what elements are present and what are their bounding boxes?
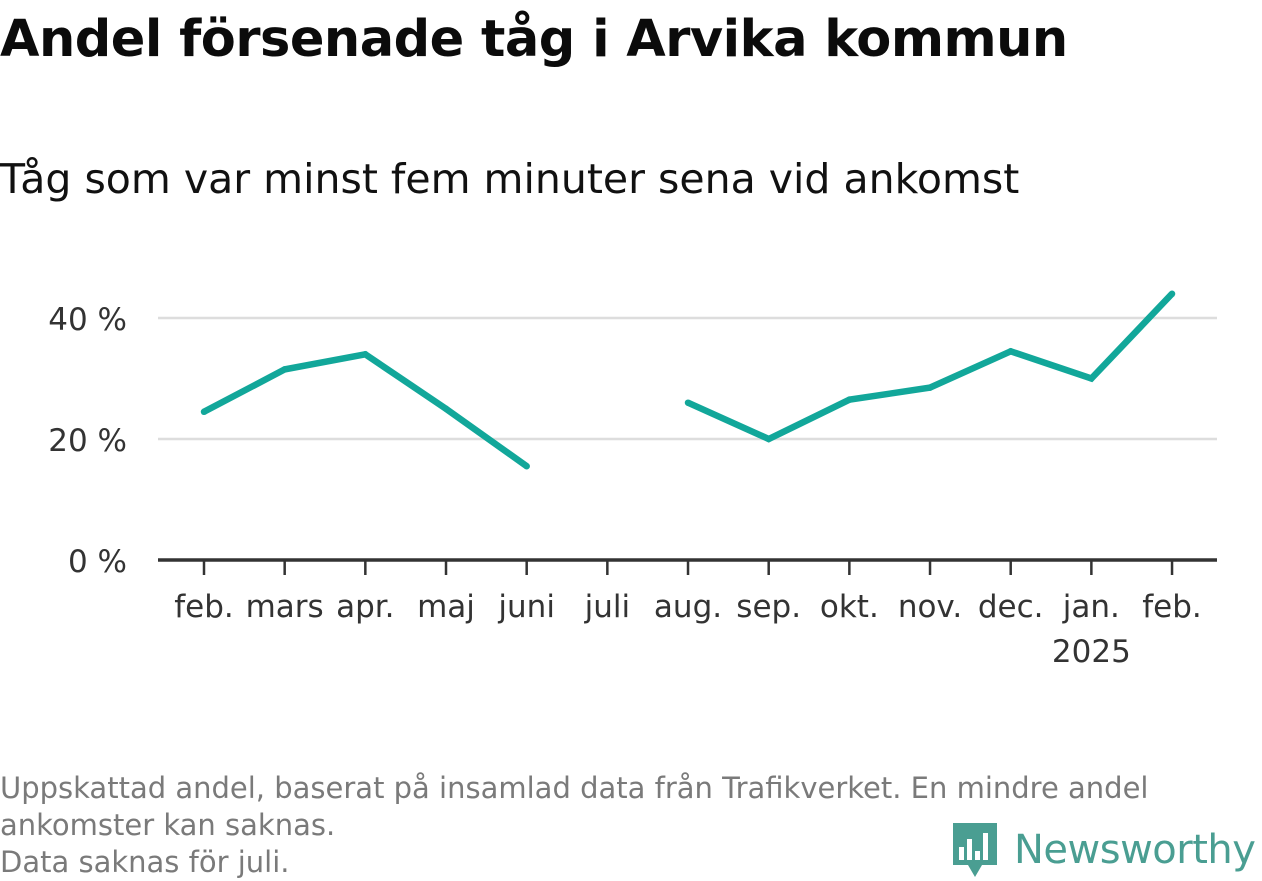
x-tick-label: feb. xyxy=(174,589,234,625)
data-point xyxy=(1088,375,1095,382)
x-tick-label: juli xyxy=(584,589,631,625)
x-tick-sublabel: 2025 xyxy=(1052,634,1131,670)
data-point xyxy=(1169,291,1176,298)
x-tick-label: feb. xyxy=(1142,589,1202,625)
x-tick-label: mars xyxy=(246,589,324,625)
y-tick-label: 40 % xyxy=(48,302,127,338)
x-tick-label: sep. xyxy=(736,589,801,625)
brand-name: Newsworthy xyxy=(1014,830,1255,870)
footnote-line-1: Uppskattad andel, baserat på insamlad da… xyxy=(0,770,1250,807)
newsworthy-logo: Newsworthy xyxy=(950,819,1255,881)
data-point xyxy=(927,384,934,391)
data-point xyxy=(362,351,369,358)
x-tick-label: apr. xyxy=(336,589,394,625)
x-tick-label: juni xyxy=(497,589,555,625)
data-point xyxy=(523,463,530,470)
data-point xyxy=(281,366,288,373)
x-tick-label: okt. xyxy=(820,589,879,625)
x-axis xyxy=(158,560,1217,575)
gridlines xyxy=(158,318,1217,439)
x-tick-label: maj xyxy=(417,589,475,625)
data-point xyxy=(765,436,772,443)
y-axis-tick-labels: 0 % 20 % 40 % xyxy=(48,302,127,580)
series-line-segment xyxy=(688,294,1172,439)
data-point xyxy=(1007,348,1014,355)
x-tick-label: dec. xyxy=(978,589,1044,625)
data-point xyxy=(846,396,853,403)
bar-chart-speech-bubble-icon xyxy=(950,820,1000,880)
x-axis-tick-labels: feb. mars apr. maj juni juli aug. sep. okt. nov. d… xyxy=(174,589,1202,670)
series-line-segment xyxy=(204,354,527,466)
data-point xyxy=(685,399,692,406)
x-tick-label: jan. xyxy=(1062,589,1120,625)
x-tick-label: nov. xyxy=(898,589,962,625)
y-tick-label: 0 % xyxy=(68,544,127,580)
y-tick-label: 20 % xyxy=(48,423,127,459)
x-tick-label: aug. xyxy=(654,589,722,625)
data-point xyxy=(443,406,450,413)
data-point xyxy=(201,409,208,416)
